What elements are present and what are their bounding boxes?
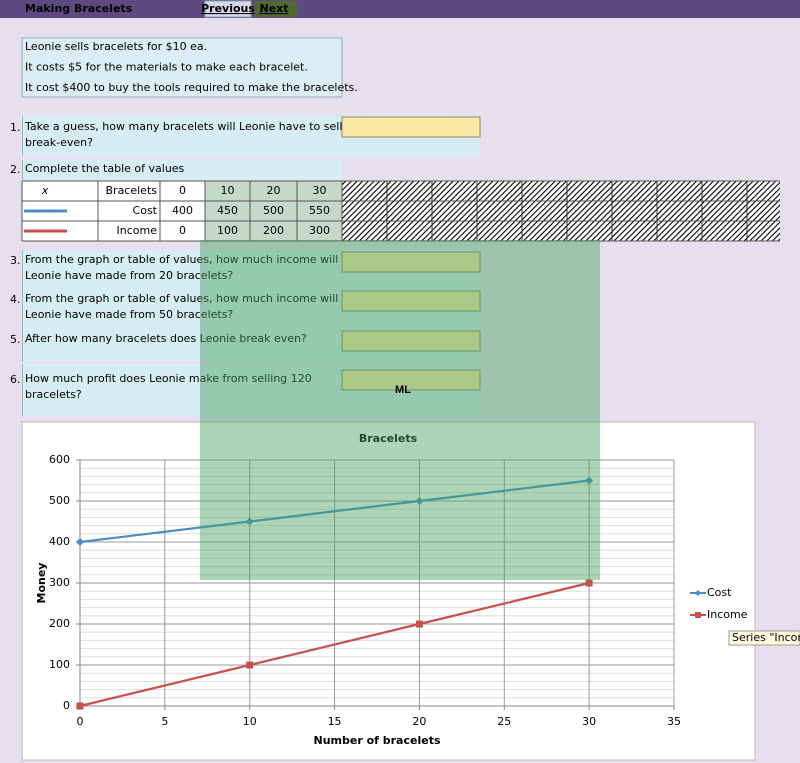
x-tick-label: 5 bbox=[161, 715, 168, 728]
answer-box[interactable] bbox=[341, 290, 481, 312]
table-cell: 550 bbox=[309, 204, 330, 217]
data-point bbox=[415, 497, 424, 505]
question-text: bracelets? bbox=[25, 388, 82, 401]
answer-box[interactable] bbox=[341, 369, 481, 391]
question-number: 6. bbox=[10, 373, 21, 386]
tooltip-box bbox=[728, 630, 800, 646]
info-line: It cost $400 to buy the tools required t… bbox=[25, 81, 358, 94]
question-number: 2. bbox=[10, 163, 21, 176]
table-cell: 0 bbox=[179, 184, 186, 197]
x-tick-label: 35 bbox=[667, 715, 681, 728]
table-cell: 0 bbox=[179, 224, 186, 237]
y-tick-label: 600 bbox=[49, 453, 70, 466]
info-line: It costs $5 for the materials to make ea… bbox=[25, 61, 308, 74]
question-number: 5. bbox=[10, 333, 21, 346]
data-point bbox=[245, 517, 254, 526]
info-box bbox=[21, 37, 343, 98]
y-tick-label: 200 bbox=[49, 617, 70, 630]
question-text: How much profit does Leonie make from se… bbox=[25, 372, 312, 385]
next-button[interactable] bbox=[255, 1, 297, 17]
next-link[interactable]: Next bbox=[259, 2, 288, 15]
watermark: ML bbox=[395, 384, 411, 396]
question-text: Complete the table of values bbox=[25, 162, 185, 175]
question-text: break-even? bbox=[25, 136, 93, 149]
x-axis-label: Number of bracelets bbox=[314, 734, 441, 747]
data-point bbox=[585, 579, 593, 587]
question-text: Take a guess, how many bracelets will Le… bbox=[24, 120, 357, 133]
tooltip: Series "Income" Lege bbox=[732, 631, 800, 644]
x-tick-label: 10 bbox=[243, 715, 257, 728]
prev-button[interactable] bbox=[204, 0, 252, 18]
table-cell: 400 bbox=[172, 204, 193, 217]
y-tick-label: 100 bbox=[49, 658, 70, 671]
data-point bbox=[76, 702, 84, 710]
legend-marker bbox=[695, 612, 701, 618]
series-line bbox=[79, 581, 590, 708]
data-point bbox=[246, 661, 254, 669]
y-tick-label: 500 bbox=[49, 494, 70, 507]
data-point bbox=[415, 620, 423, 628]
y-tick-label: 400 bbox=[49, 535, 70, 548]
prev-link[interactable]: Previous bbox=[201, 2, 255, 15]
table-cell: 450 bbox=[217, 204, 238, 217]
watermark-panel bbox=[200, 240, 600, 580]
chart-title: Bracelets bbox=[359, 432, 418, 445]
y-axis-label: Money bbox=[35, 563, 48, 604]
question-number: 1. bbox=[10, 121, 21, 134]
answer-box[interactable] bbox=[341, 330, 481, 352]
question-number: 3. bbox=[10, 254, 21, 267]
info-line: Leonie sells bracelets for $10 ea. bbox=[25, 40, 207, 53]
x-tick-label: 20 bbox=[412, 715, 426, 728]
row-label: Cost bbox=[133, 204, 158, 217]
row-label: Bracelets bbox=[106, 184, 158, 197]
table-cell: 300 bbox=[309, 224, 330, 237]
answer-box[interactable] bbox=[341, 116, 481, 138]
question-text: From the graph or table of values, how m… bbox=[25, 253, 338, 266]
x-tick-label: 0 bbox=[77, 715, 84, 728]
x-tick-label: 25 bbox=[497, 715, 511, 728]
data-point bbox=[585, 476, 594, 485]
legend-label: Income bbox=[707, 608, 748, 621]
question-text: Leonie have made from 20 bracelets? bbox=[25, 269, 233, 282]
table-cell: 20 bbox=[267, 184, 281, 197]
series-line bbox=[79, 479, 590, 544]
top-bar bbox=[0, 0, 800, 18]
legend-marker bbox=[695, 590, 701, 596]
question-number: 4. bbox=[10, 293, 21, 306]
question-text: After how many bracelets does Leonie bre… bbox=[25, 332, 307, 345]
legend-label: Cost bbox=[707, 586, 732, 599]
table-cell: 100 bbox=[217, 224, 238, 237]
table-cell: 200 bbox=[263, 224, 284, 237]
page-title: Making Bracelets bbox=[25, 2, 133, 15]
question-text: Leonie have made from 50 bracelets? bbox=[25, 308, 233, 321]
x-tick-label: 15 bbox=[328, 715, 342, 728]
hatched-cells bbox=[342, 181, 780, 241]
y-tick-label: 300 bbox=[49, 576, 70, 589]
table-cell: 30 bbox=[313, 184, 327, 197]
table-input-area bbox=[205, 181, 342, 241]
answer-box[interactable] bbox=[341, 251, 481, 273]
table-cell: 10 bbox=[221, 184, 235, 197]
question-panel bbox=[22, 160, 342, 180]
table-x-label: x bbox=[41, 184, 49, 197]
x-tick-label: 30 bbox=[582, 715, 596, 728]
question-text: From the graph or table of values, how m… bbox=[25, 292, 338, 305]
data-point bbox=[76, 538, 84, 546]
table-cell: 500 bbox=[263, 204, 284, 217]
y-tick-label: 0 bbox=[63, 699, 70, 712]
row-label: Income bbox=[117, 224, 158, 237]
